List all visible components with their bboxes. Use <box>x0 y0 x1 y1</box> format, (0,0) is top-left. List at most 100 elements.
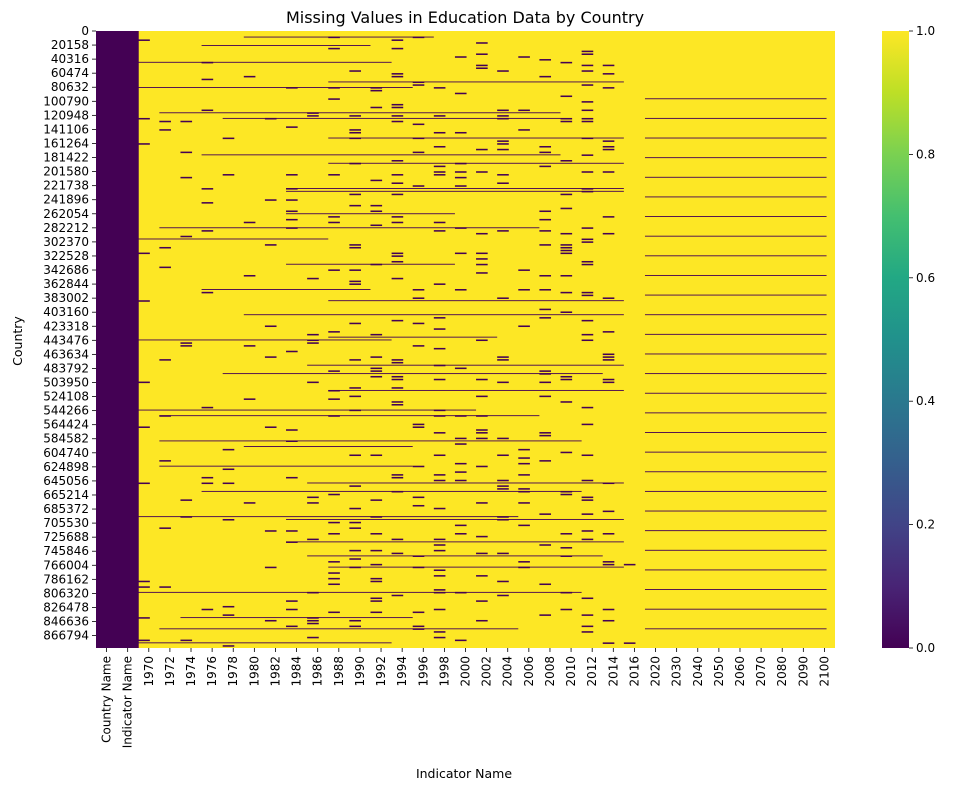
heatmap-cell <box>518 448 530 451</box>
heatmap-cell <box>328 98 340 100</box>
heatmap-cell <box>581 101 594 103</box>
heatmap-cell <box>222 518 235 521</box>
heatmap-cell <box>159 628 519 630</box>
heatmap-cell <box>264 530 277 532</box>
heatmap-cell <box>581 291 594 294</box>
x-axis-label: Indicator Name <box>416 766 512 781</box>
heatmap-cell <box>201 482 214 485</box>
heatmap-cell <box>138 409 477 411</box>
heatmap-cell <box>138 339 392 341</box>
heatmap-cell <box>602 356 615 358</box>
y-tick-label: 584582 <box>43 432 89 446</box>
heatmap-cell <box>391 538 404 541</box>
heatmap-cell <box>518 289 530 291</box>
heatmap-cell <box>307 339 319 342</box>
heatmap-cell <box>581 84 594 86</box>
heatmap-cell <box>518 474 530 476</box>
heatmap-cell <box>391 319 404 322</box>
heatmap-cell <box>644 569 827 571</box>
heatmap-cell <box>602 533 615 535</box>
heatmap-cell <box>222 373 603 375</box>
heatmap-cell <box>222 468 235 471</box>
heatmap-cell <box>391 401 404 403</box>
heatmap-cell <box>412 426 425 428</box>
y-tick-label: 40316 <box>51 52 89 66</box>
heatmap-cell <box>201 230 214 232</box>
heatmap-cell <box>433 415 446 417</box>
heatmap-cell <box>476 67 488 70</box>
y-tick-label: 322528 <box>43 249 89 263</box>
heatmap-cell <box>433 575 446 577</box>
heatmap-cell <box>391 255 404 257</box>
y-tick-label: 463634 <box>43 347 89 361</box>
heatmap-cell <box>370 210 383 213</box>
heatmap-cell <box>328 36 340 39</box>
heatmap-cell <box>433 608 446 611</box>
heatmap-cell <box>349 137 361 140</box>
heatmap-cell <box>539 395 552 398</box>
heatmap-cell <box>602 642 615 644</box>
heatmap-cell <box>539 244 552 246</box>
heatmap-cell <box>581 137 594 140</box>
heatmap-cell <box>307 112 319 114</box>
heatmap-cell <box>286 541 624 543</box>
heatmap-cell <box>138 617 150 619</box>
y-tick-label: 60474 <box>51 66 89 80</box>
heatmap-cell <box>286 530 298 532</box>
heatmap-cell <box>581 479 594 482</box>
heatmap-cell <box>391 103 404 106</box>
heatmap-cell <box>581 241 594 243</box>
heatmap-cell <box>454 639 467 642</box>
y-tick-label: 201580 <box>43 165 89 179</box>
heatmap-cell <box>222 448 235 451</box>
heatmap-cell <box>539 432 552 434</box>
y-tick-label: 443476 <box>43 333 89 347</box>
y-tick-label: 806320 <box>43 586 89 600</box>
y-tick-label: 544266 <box>43 404 89 418</box>
heatmap-cell <box>476 42 488 44</box>
heatmap-cell <box>581 454 594 457</box>
heatmap-cell <box>644 255 827 257</box>
heatmap-cell <box>138 586 150 588</box>
heatmap-cell <box>433 317 446 319</box>
heatmap-cell <box>602 378 615 381</box>
heatmap-cell <box>370 577 383 580</box>
heatmap-cell <box>201 608 214 611</box>
heatmap-cell <box>349 566 361 569</box>
heatmap-cell <box>328 137 624 139</box>
heatmap-cell <box>307 496 319 499</box>
heatmap-cell <box>602 563 615 566</box>
y-tick-label: 181422 <box>43 151 89 165</box>
heatmap-cell <box>560 401 573 403</box>
heatmap-cell <box>222 174 235 176</box>
heatmap-cell <box>264 566 277 569</box>
x-tick-label: 2012 <box>585 656 599 687</box>
heatmap-cell <box>243 274 256 277</box>
heatmap-cell <box>412 504 425 507</box>
heatmap-cell <box>370 600 383 602</box>
heatmap-cell <box>433 589 446 591</box>
heatmap-cell <box>349 409 361 412</box>
heatmap-cell <box>412 185 425 187</box>
heatmap-cell <box>433 474 446 476</box>
heatmap-cell <box>138 39 150 41</box>
heatmap-cell <box>560 246 573 249</box>
heatmap-cell <box>581 154 594 156</box>
heatmap-cell <box>602 510 615 513</box>
heatmap-cell <box>581 339 594 342</box>
heatmap-cell <box>539 513 552 515</box>
heatmap-cell <box>391 375 404 378</box>
heatmap-cell <box>264 356 277 358</box>
heatmap-cell <box>391 120 404 123</box>
heatmap-cell <box>433 131 446 134</box>
heatmap-cell <box>581 109 594 112</box>
heatmap-cell <box>433 174 446 176</box>
heatmap-cell <box>159 246 171 249</box>
heatmap-cell <box>454 176 467 179</box>
heatmap-cell <box>539 145 552 148</box>
heatmap-cell <box>560 249 573 252</box>
heatmap-cell <box>476 263 488 266</box>
heatmap-cell <box>328 331 340 333</box>
heatmap-cell <box>454 185 467 187</box>
heatmap-cell <box>412 289 425 291</box>
